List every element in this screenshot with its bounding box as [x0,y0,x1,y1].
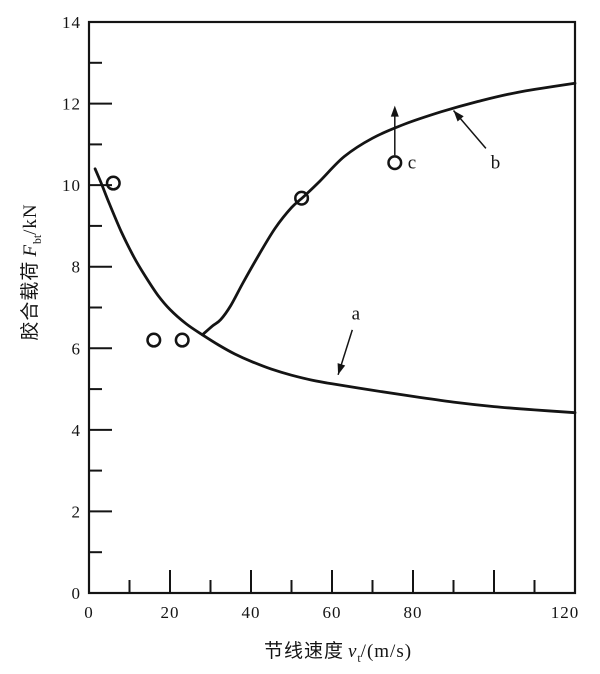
x-tick-label: 120 [551,603,580,622]
y-tick-label: 6 [72,339,82,358]
x-axis-unit: /(m/s) [360,641,413,663]
x-tick-label: 20 [161,603,180,622]
y-tick-label: 4 [72,421,82,440]
y-tick-label: 12 [62,95,81,114]
y-axis-unit: /kN [20,203,42,235]
censored-point [387,155,403,171]
y-tick-label: 14 [62,13,81,32]
data-point [294,190,310,206]
curve-a [93,167,577,415]
y-tick-label: 10 [62,176,81,195]
x-axis-title-text: 节线速度 [263,641,344,663]
point-label-c: c [408,153,417,174]
y-axis-symbol: Fbt [20,234,44,257]
x-tick-label: 60 [323,603,342,622]
x-tick-label: 40 [242,603,261,622]
curve-label-a: a [352,304,361,325]
data-point [146,332,162,348]
censored-arrow-head [390,105,399,117]
y-tick-label: 0 [72,584,82,603]
annotation-arrow-head-a [337,363,346,375]
curve-label-b: b [491,153,502,174]
x-axis-symbol: vt [347,641,361,665]
y-tick-label: 8 [72,258,82,277]
x-tick-label: 80 [404,603,423,622]
x-tick-label: 0 [84,603,94,622]
y-tick-label: 2 [72,502,82,521]
x-axis-title: 节线速度 vt/(m/s) [264,636,412,666]
data-point [174,332,190,348]
y-axis-title-text: 胶合载荷 [20,260,42,341]
annotation-arrow-head-b [453,110,464,122]
data-point [105,175,121,191]
curve-b [201,81,577,337]
plot-frame [87,20,577,595]
y-axis-title: 胶合载荷 Fbt/kN [15,203,45,340]
